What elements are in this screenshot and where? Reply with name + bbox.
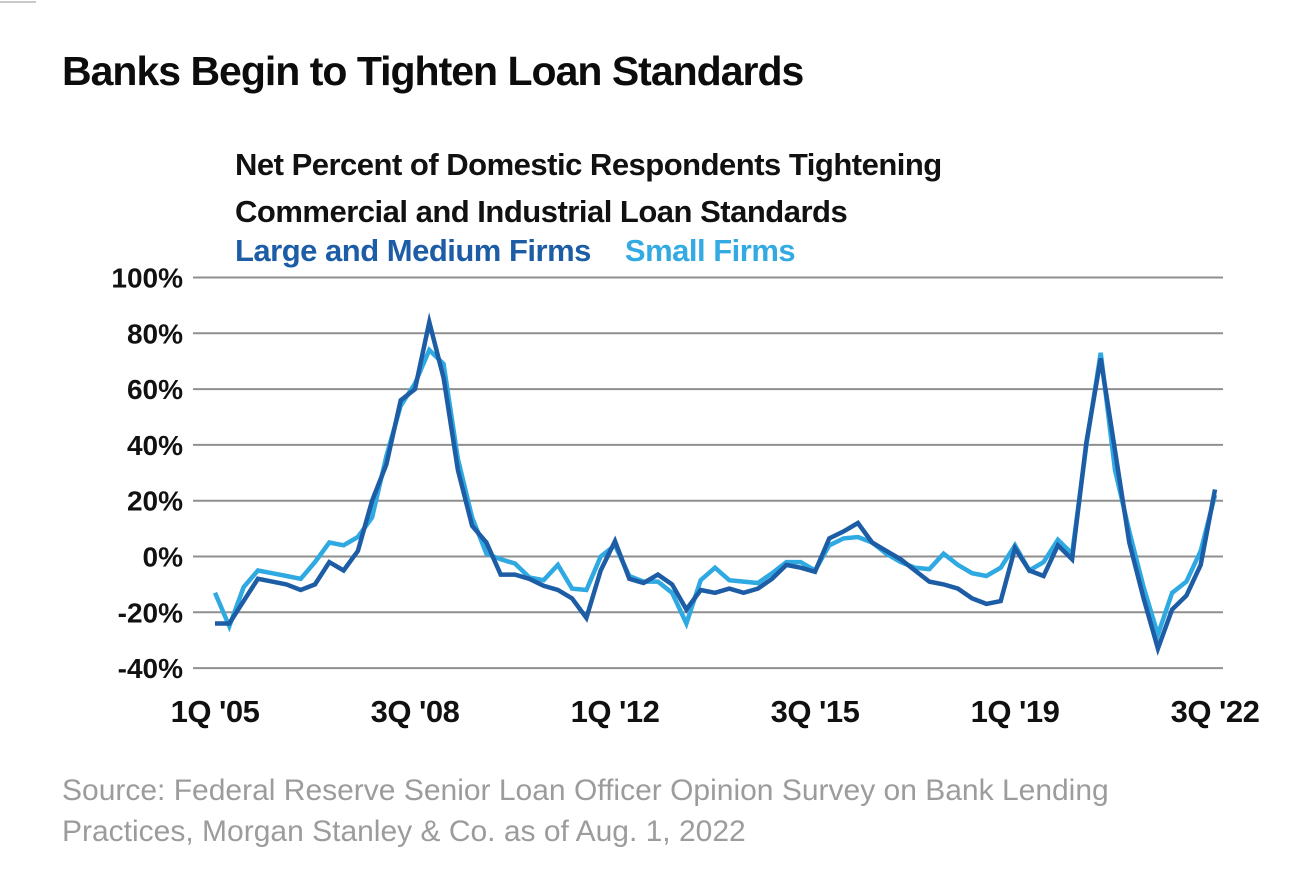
y-tick-label-60: 60% [127,374,183,405]
x-tick-label-5: 3Q '22 [1171,694,1260,729]
chart-subtitle: Net Percent of Domestic Respondents Tigh… [235,141,942,235]
legend-item-small-firms: Small Firms [624,233,796,268]
x-tick-label-3: 3Q '15 [771,694,860,729]
source-note: Source: Federal Reserve Senior Loan Offi… [62,770,1109,852]
x-tick-label-4: 1Q '19 [971,694,1060,729]
y-tick-label-80: 80% [127,318,183,349]
y-tick-label--40: -40% [118,653,183,684]
legend-item-large-medium-firms: Large and Medium Firms [235,233,591,268]
page-title: Banks Begin to Tighten Loan Standards [62,48,804,94]
y-tick-label--20: -20% [118,597,183,628]
source-note-line1: Source: Federal Reserve Senior Loan Offi… [62,774,1109,807]
x-tick-label-2: 1Q '12 [571,694,660,729]
x-tick-label-1: 3Q '08 [371,694,460,729]
source-note-line2: Practices, Morgan Stanley & Co. as of Au… [62,815,746,848]
chart-subtitle-line2: Commercial and Industrial Loan Standards [235,194,848,229]
chart-subtitle-line1: Net Percent of Domestic Respondents Tigh… [235,147,942,182]
chart-legend: Large and Medium Firms Small Firms [235,233,796,269]
series-line-large-and-medium-firms [215,312,1218,656]
x-tick-label-0: 1Q '05 [171,694,260,729]
y-tick-label-40: 40% [127,430,183,461]
y-tick-label-20: 20% [127,486,183,517]
y-tick-label-100: 100% [111,263,183,294]
screen-edge-artifact [0,1,36,3]
y-tick-label-0: 0% [143,542,184,573]
